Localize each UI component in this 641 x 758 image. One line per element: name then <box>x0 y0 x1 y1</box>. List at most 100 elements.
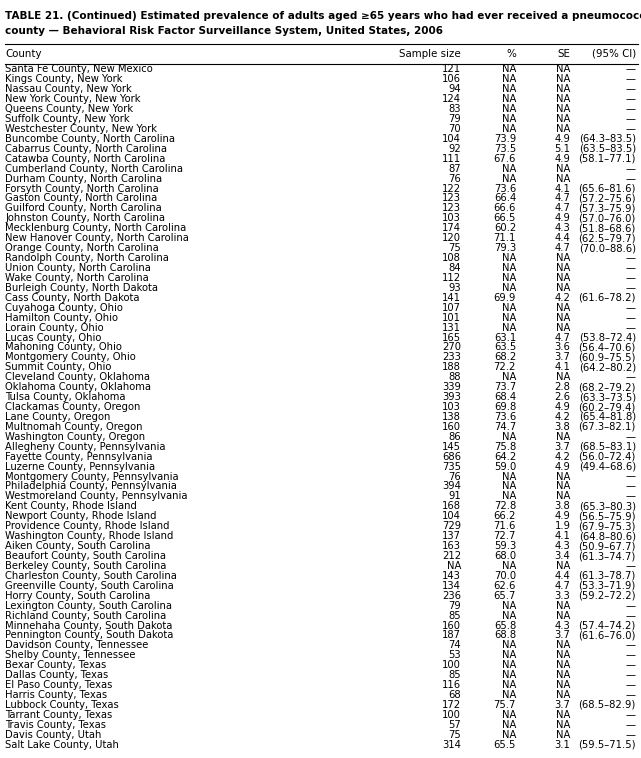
Text: 62.6: 62.6 <box>494 581 516 590</box>
Text: Lane County, Oregon: Lane County, Oregon <box>5 412 110 422</box>
Text: 212: 212 <box>442 551 461 561</box>
Text: 4.9: 4.9 <box>554 462 570 471</box>
Text: 67.6: 67.6 <box>494 154 516 164</box>
Text: Cleveland County, Oklahoma: Cleveland County, Oklahoma <box>5 372 150 382</box>
Text: 86: 86 <box>448 432 461 442</box>
Text: Greenville County, South Carolina: Greenville County, South Carolina <box>5 581 174 590</box>
Text: 124: 124 <box>442 94 461 104</box>
Text: (51.8–68.6): (51.8–68.6) <box>579 224 636 233</box>
Text: 100: 100 <box>442 710 461 720</box>
Text: (53.3–71.9): (53.3–71.9) <box>579 581 636 590</box>
Text: NA: NA <box>556 650 570 660</box>
Text: 3.6: 3.6 <box>554 343 570 352</box>
Text: (58.1–77.1): (58.1–77.1) <box>578 154 636 164</box>
Text: —: — <box>626 74 636 84</box>
Text: Westchester County, New York: Westchester County, New York <box>5 124 157 134</box>
Text: Davis County, Utah: Davis County, Utah <box>5 730 101 740</box>
Text: NA: NA <box>556 104 570 114</box>
Text: 75.7: 75.7 <box>494 700 516 710</box>
Text: NA: NA <box>502 650 516 660</box>
Text: 79: 79 <box>448 114 461 124</box>
Text: NA: NA <box>502 471 516 481</box>
Text: (64.2–80.2): (64.2–80.2) <box>579 362 636 372</box>
Text: (57.4–74.2): (57.4–74.2) <box>579 621 636 631</box>
Text: Aiken County, South Carolina: Aiken County, South Carolina <box>5 541 151 551</box>
Text: Durham County, North Carolina: Durham County, North Carolina <box>5 174 162 183</box>
Text: 4.2: 4.2 <box>554 412 570 422</box>
Text: NA: NA <box>556 600 570 611</box>
Text: (68.5–82.9): (68.5–82.9) <box>579 700 636 710</box>
Text: Oklahoma County, Oklahoma: Oklahoma County, Oklahoma <box>5 382 151 392</box>
Text: NA: NA <box>556 323 570 333</box>
Text: NA: NA <box>502 481 516 491</box>
Text: NA: NA <box>502 312 516 323</box>
Text: 3.8: 3.8 <box>554 501 570 512</box>
Text: NA: NA <box>556 253 570 263</box>
Text: (56.0–72.4): (56.0–72.4) <box>579 452 636 462</box>
Text: —: — <box>626 283 636 293</box>
Text: —: — <box>626 302 636 313</box>
Text: NA: NA <box>502 84 516 94</box>
Text: 120: 120 <box>442 233 461 243</box>
Text: Hamilton County, Ohio: Hamilton County, Ohio <box>5 312 118 323</box>
Text: 88: 88 <box>448 372 461 382</box>
Text: NA: NA <box>502 432 516 442</box>
Text: —: — <box>626 491 636 502</box>
Text: Cass County, North Dakota: Cass County, North Dakota <box>5 293 140 302</box>
Text: Washington County, Rhode Island: Washington County, Rhode Island <box>5 531 174 541</box>
Text: Newport County, Rhode Island: Newport County, Rhode Island <box>5 512 156 522</box>
Text: Bexar County, Texas: Bexar County, Texas <box>5 660 106 670</box>
Text: Randolph County, North Carolina: Randolph County, North Carolina <box>5 253 169 263</box>
Text: 57: 57 <box>448 720 461 730</box>
Text: 74.7: 74.7 <box>494 422 516 432</box>
Text: 75.8: 75.8 <box>494 442 516 452</box>
Text: NA: NA <box>502 561 516 571</box>
Text: 72.2: 72.2 <box>494 362 516 372</box>
Text: Clackamas County, Oregon: Clackamas County, Oregon <box>5 402 140 412</box>
Text: NA: NA <box>556 124 570 134</box>
Text: Wake County, North Carolina: Wake County, North Carolina <box>5 273 149 283</box>
Text: Lexington County, South Carolina: Lexington County, South Carolina <box>5 600 172 611</box>
Text: NA: NA <box>556 670 570 680</box>
Text: NA: NA <box>502 164 516 174</box>
Text: 4.1: 4.1 <box>554 183 570 193</box>
Text: 1.9: 1.9 <box>554 522 570 531</box>
Text: 686: 686 <box>442 452 461 462</box>
Text: 2.6: 2.6 <box>554 392 570 402</box>
Text: 66.4: 66.4 <box>494 193 516 203</box>
Text: 59.3: 59.3 <box>494 541 516 551</box>
Text: County: County <box>5 49 42 59</box>
Text: 85: 85 <box>448 670 461 680</box>
Text: 187: 187 <box>442 631 461 641</box>
Text: 73.7: 73.7 <box>494 382 516 392</box>
Text: 83: 83 <box>448 104 461 114</box>
Text: 141: 141 <box>442 293 461 302</box>
Text: 87: 87 <box>448 164 461 174</box>
Text: NA: NA <box>556 74 570 84</box>
Text: (53.8–72.4): (53.8–72.4) <box>579 333 636 343</box>
Text: NA: NA <box>556 372 570 382</box>
Text: (68.2–79.2): (68.2–79.2) <box>578 382 636 392</box>
Text: NA: NA <box>502 302 516 313</box>
Text: —: — <box>626 323 636 333</box>
Text: (95% CI): (95% CI) <box>592 49 636 59</box>
Text: 76: 76 <box>448 471 461 481</box>
Text: Davidson County, Tennessee: Davidson County, Tennessee <box>5 641 149 650</box>
Text: 188: 188 <box>442 362 461 372</box>
Text: (50.9–67.7): (50.9–67.7) <box>578 541 636 551</box>
Text: Queens County, New York: Queens County, New York <box>5 104 133 114</box>
Text: 75: 75 <box>448 243 461 253</box>
Text: 5.1: 5.1 <box>554 144 570 154</box>
Text: 270: 270 <box>442 343 461 352</box>
Text: 68.8: 68.8 <box>494 631 516 641</box>
Text: 233: 233 <box>442 352 461 362</box>
Text: 74: 74 <box>448 641 461 650</box>
Text: NA: NA <box>502 372 516 382</box>
Text: NA: NA <box>556 690 570 700</box>
Text: 4.3: 4.3 <box>554 224 570 233</box>
Text: 65.7: 65.7 <box>494 590 516 601</box>
Text: Suffolk County, New York: Suffolk County, New York <box>5 114 129 124</box>
Text: (65.6–81.6): (65.6–81.6) <box>578 183 636 193</box>
Text: 137: 137 <box>442 531 461 541</box>
Text: NA: NA <box>556 611 570 621</box>
